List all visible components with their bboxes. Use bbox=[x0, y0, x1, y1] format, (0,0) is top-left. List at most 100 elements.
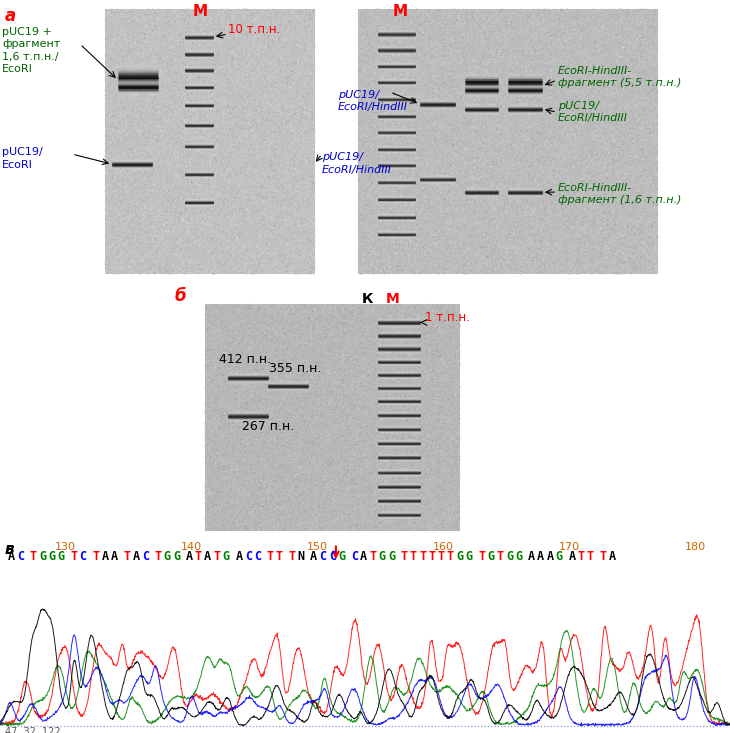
Point bbox=[310, 372, 322, 383]
Point bbox=[307, 218, 319, 229]
Point bbox=[283, 258, 295, 270]
Point bbox=[590, 240, 602, 251]
Point bbox=[550, 89, 562, 101]
Point bbox=[441, 162, 453, 174]
Point bbox=[303, 512, 315, 523]
Point bbox=[384, 47, 396, 59]
Point bbox=[256, 465, 268, 476]
Point bbox=[258, 441, 270, 453]
Point bbox=[407, 106, 419, 117]
Point bbox=[498, 193, 510, 205]
Point bbox=[280, 328, 291, 340]
Point bbox=[376, 107, 388, 119]
Point bbox=[269, 454, 281, 465]
Point bbox=[424, 408, 436, 419]
Point bbox=[487, 87, 499, 99]
Point bbox=[202, 111, 214, 123]
Point bbox=[220, 491, 232, 503]
Point bbox=[564, 176, 575, 188]
Point bbox=[286, 518, 298, 530]
Point bbox=[350, 509, 362, 520]
Point bbox=[501, 113, 512, 125]
Point bbox=[593, 41, 605, 53]
Point bbox=[604, 111, 615, 122]
Point bbox=[201, 334, 213, 346]
Point bbox=[364, 246, 376, 258]
Point bbox=[183, 13, 195, 25]
Point bbox=[497, 128, 509, 139]
Point bbox=[334, 500, 345, 512]
Point bbox=[369, 93, 381, 105]
Point bbox=[128, 34, 139, 45]
Point bbox=[396, 224, 408, 235]
Point bbox=[357, 152, 369, 163]
Point bbox=[212, 449, 223, 461]
Point bbox=[228, 144, 240, 155]
Point bbox=[596, 268, 607, 279]
Point bbox=[339, 467, 351, 479]
Point bbox=[226, 413, 238, 425]
Point bbox=[141, 259, 153, 270]
Point bbox=[183, 10, 195, 22]
Point bbox=[442, 338, 453, 350]
Point bbox=[211, 314, 223, 326]
Point bbox=[243, 55, 255, 67]
Point bbox=[360, 486, 372, 498]
Point bbox=[120, 233, 131, 245]
Point bbox=[638, 196, 650, 207]
Point bbox=[363, 509, 374, 521]
Point bbox=[469, 122, 480, 133]
Point bbox=[353, 265, 364, 277]
Point bbox=[169, 180, 180, 191]
Point bbox=[458, 251, 470, 262]
Point bbox=[291, 224, 303, 235]
Point bbox=[332, 443, 344, 454]
Point bbox=[564, 189, 576, 201]
Point bbox=[211, 139, 223, 150]
Point bbox=[147, 42, 158, 54]
Point bbox=[338, 372, 350, 383]
Point bbox=[266, 37, 278, 48]
Point bbox=[420, 189, 431, 201]
Point bbox=[338, 401, 350, 413]
Point bbox=[138, 267, 150, 279]
Point bbox=[299, 92, 310, 104]
Point bbox=[526, 56, 537, 68]
Point bbox=[579, 104, 591, 116]
Point bbox=[104, 96, 116, 108]
Point bbox=[275, 518, 287, 530]
Point bbox=[196, 164, 208, 176]
Point bbox=[512, 120, 524, 132]
Point bbox=[270, 448, 282, 460]
Point bbox=[264, 360, 276, 372]
Point bbox=[589, 196, 601, 208]
Point bbox=[282, 67, 293, 78]
Point bbox=[241, 352, 253, 364]
Point bbox=[557, 40, 569, 51]
Point bbox=[105, 14, 117, 26]
Point bbox=[110, 92, 121, 104]
Point bbox=[231, 10, 243, 21]
Point bbox=[260, 155, 272, 166]
Point bbox=[514, 190, 526, 202]
Point bbox=[443, 80, 455, 92]
Point bbox=[310, 441, 322, 452]
Point bbox=[496, 48, 508, 59]
Point bbox=[389, 143, 401, 155]
Point bbox=[490, 15, 502, 27]
Point bbox=[404, 320, 416, 331]
Point bbox=[378, 151, 390, 163]
Point bbox=[221, 95, 233, 106]
Point bbox=[239, 85, 250, 97]
Point bbox=[431, 17, 442, 29]
Point bbox=[264, 357, 275, 369]
Point bbox=[285, 208, 296, 220]
Point bbox=[626, 154, 637, 166]
Point bbox=[231, 169, 242, 181]
Point bbox=[444, 172, 456, 183]
Point bbox=[370, 181, 382, 193]
Point bbox=[421, 509, 433, 521]
Point bbox=[180, 202, 191, 214]
Point bbox=[150, 112, 161, 124]
Point bbox=[388, 493, 399, 504]
